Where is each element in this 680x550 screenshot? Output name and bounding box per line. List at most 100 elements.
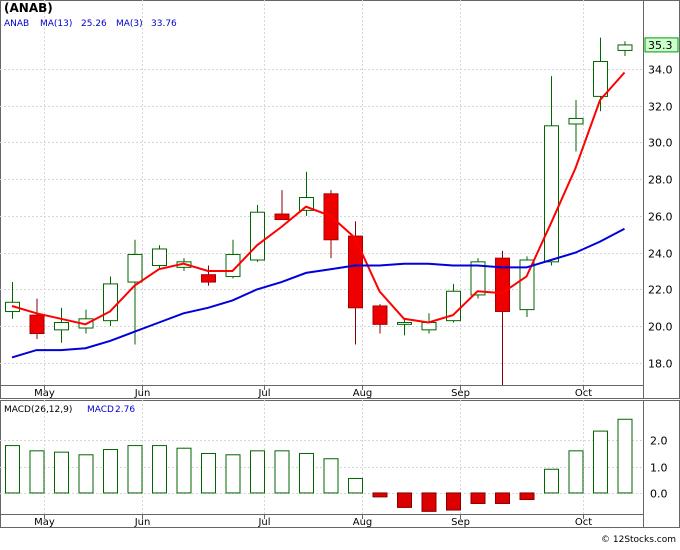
price-y-tick: 20.0 [648,321,673,334]
macd-bar [323,458,339,494]
legend-ma3-value: 33.76 [151,19,177,29]
macd-bar [593,430,608,494]
macd-bar [421,492,437,512]
macd-bar [397,492,412,508]
candle-body [201,274,216,283]
macd-bar [519,492,535,501]
macd-y-tick: 1.0 [650,462,668,475]
candle [250,204,265,262]
candle-body [495,257,510,312]
chart-title: (ANAB) [4,1,53,15]
macd-bar [54,451,69,494]
macd-bar [103,449,118,494]
macd-month-label: May [34,517,55,528]
ma13-line [11,227,625,359]
macd-bar [568,450,584,494]
macd-bar [446,492,461,511]
macd-bar [225,454,241,494]
macd-legend-value: 2.76 [115,405,135,415]
candle [103,276,118,327]
candle-body [593,60,608,97]
candle-body [103,283,118,322]
candle [617,41,633,56]
candle [446,283,461,323]
price-y-tick: 26.0 [648,211,673,224]
candle [29,298,45,340]
candle-body [421,322,437,331]
price-month-label: Aug [353,388,373,399]
legend-ma3-label: MA(3) [116,19,143,29]
macd-bar [127,445,143,494]
price-panel [0,0,680,399]
price-y-tick: 28.0 [648,174,673,187]
price-month-label: Sep [451,388,470,399]
macd-month-label: Jun [134,517,151,528]
candle [54,307,69,343]
candle-body [348,235,363,309]
candle [568,100,584,152]
candle-body [372,305,388,325]
macd-bar [348,477,363,494]
last-price-label: 35.3 [648,39,673,52]
price-y-tick: 22.0 [648,284,673,297]
macd-bars [5,418,633,512]
candle-body [274,213,290,221]
ma3-line [11,71,626,326]
candle-body [127,253,143,283]
macd-bar [152,445,167,494]
macd-bar [372,492,388,498]
candle-body [568,117,584,125]
price-y-tick: 24.0 [648,248,673,261]
macd-bar [201,452,216,494]
last-price-badge [644,37,679,53]
macd-bar [176,447,192,494]
macd-month-label: Jul [257,517,270,528]
candle [519,256,535,317]
watermark: © 12Stocks.com [601,535,676,545]
candle [348,221,363,345]
candle-body [29,314,45,335]
price-y-tick: 32.0 [648,101,673,114]
legend-ma13-value: 25.26 [81,19,107,29]
candle-body [54,322,69,331]
macd-y-tick-labels: 0.0 1.0 2.0 [650,435,668,501]
macd-title: MACD(26,12,9) [4,405,72,415]
macd-bar [470,492,486,504]
candle [495,250,510,385]
macd-bar [250,450,265,494]
macd-month-label: Oct [575,517,592,528]
macd-bar [5,445,20,494]
macd-bar [78,454,94,494]
macd-bar [299,452,314,494]
macd-bar [29,450,45,494]
legend-symbol: ANAB [4,19,29,29]
macd-month-labels: May Jun Jul Aug Sep Oct [34,514,592,528]
price-grid [0,0,643,385]
price-y-tick: 30.0 [648,137,673,150]
price-month-label: Jun [134,388,151,399]
price-y-tick-labels: 18.0 20.0 22.0 24.0 26.0 28.0 30.0 32.0 34.0 [648,64,673,371]
candle-body [617,44,633,51]
candle-body [446,290,461,322]
candle [372,304,388,334]
candle [201,265,216,286]
price-y-tick: 18.0 [648,358,673,371]
macd-y-tick: 2.0 [650,435,668,448]
macd-bar [495,492,510,504]
candle-body [152,248,167,267]
candle-body [544,125,559,263]
candle [152,245,167,270]
macd-bar [617,418,633,494]
candle-body [397,322,412,325]
price-month-label: May [34,388,55,399]
candle [274,190,290,221]
candle [397,318,412,336]
macd-month-label: Aug [353,517,373,528]
macd-bar [274,450,290,494]
candle [127,239,143,345]
candle-body [250,211,265,261]
price-month-label: Oct [575,388,592,399]
macd-legend-label: MACD [87,405,114,415]
